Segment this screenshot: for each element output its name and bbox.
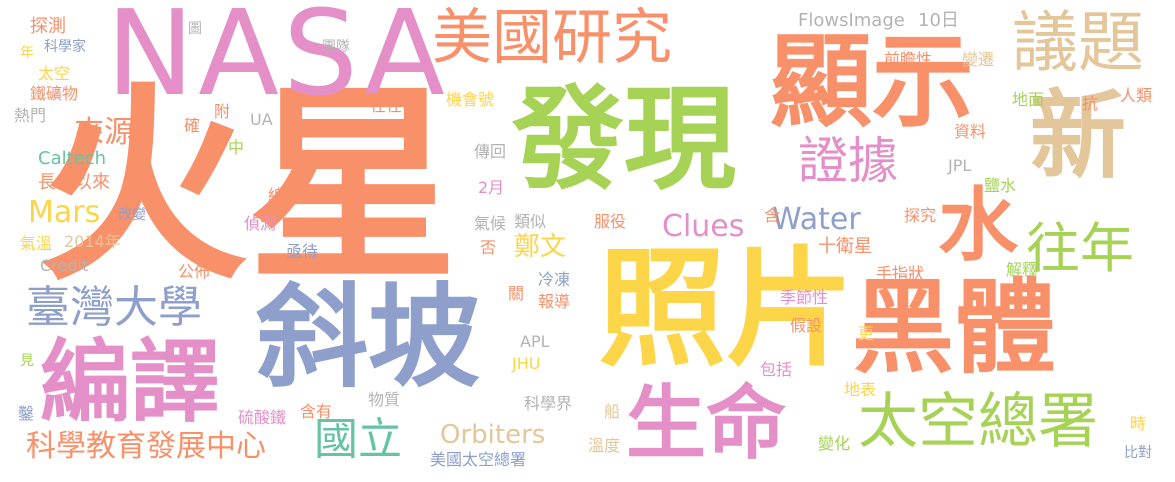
word-figure: 圖 [188,21,202,37]
word-space-agency: 太空總署 [858,387,1098,457]
word-air-temp: 氣溫 [20,234,53,253]
word-temperature: 溫度 [588,436,621,455]
word-2014: 2014年 [64,232,121,251]
word-vicissitude: 變遷 [962,50,995,69]
word-detect: 偵測 [244,214,277,233]
word-iron-mineral: 鐵礦物 [30,84,79,103]
word-related: 關 [508,284,525,303]
word-scientist: 科學家 [44,39,86,55]
word-attach: 附 [214,102,231,121]
word-middle: 中 [228,138,245,157]
word-source: 來源 [74,115,134,150]
word-data: 資料 [954,122,987,141]
word-contain: 含 [764,206,781,225]
word-contains: 含有 [300,402,333,421]
word-us-space-agency: 美國太空總署 [430,450,527,469]
word-mars-en: Mars [28,195,101,230]
word-service: 服役 [594,212,627,231]
word-past-years: 往年 [1026,217,1134,280]
word-iron-ore: 鐵礦 [282,148,315,167]
word-long-time: 長久以來 [38,172,110,193]
word-no: 否 [480,238,497,257]
word-announce: 公佈 [178,262,211,281]
word-ground: 地面 [1012,90,1045,109]
word-compare: 比對 [1124,445,1152,461]
word-blackbody: 黑體 [852,269,1056,388]
word-discovery: 發現 [512,75,736,205]
word-climate: 氣候 [474,214,507,233]
word-frozen: 冷凍 [538,270,571,289]
word-send-back: 傳回 [474,142,507,161]
word-orbiters: Orbiters [440,420,546,450]
word-new: 新 [1030,80,1126,192]
word-confirm: 確 [184,116,201,135]
word-report: 報導 [538,292,571,311]
word-include: 包括 [760,360,793,379]
word-time: 時 [1130,414,1147,433]
word-science-community: 科學界 [524,394,573,413]
word-explore: 探測 [30,16,66,37]
word-finger-shaped: 手指狀 [876,264,925,283]
word-credit: Credit [40,256,89,275]
word-explain: 解釋 [1006,260,1039,279]
word-everywhere: 在在 [370,96,403,115]
word-sci-edu-center: 科學教育發展中心 [26,429,266,464]
word-topic: 議題 [1012,4,1144,81]
word-water-en: Water [772,202,861,237]
word-clues: Clues [662,209,745,244]
word-space: 太空 [38,64,71,83]
word-slope: 斜坡 [256,273,480,403]
word-us-research: 美國研究 [432,3,672,73]
word-chisel: 鑿 [18,404,35,423]
word-ten-satellite: 十衛星 [818,236,872,257]
word-jhu: JHU [512,354,541,373]
word-variation: 變化 [818,434,851,453]
word-water-zh: 水 [938,179,1018,272]
word-humans: 人類 [1120,86,1153,105]
word-flowsimage: FlowsImage [798,10,905,31]
word-matter: 物質 [368,390,401,409]
word-forward-looking: 前瞻性 [884,50,933,69]
word-resist: 抗 [1082,94,1099,113]
word-clue: 線索 [268,186,301,205]
word-urgent: 亟待 [286,242,319,261]
word-zheng-wen: 鄭文 [514,232,567,262]
word-year: 年 [20,45,34,61]
word-similar: 類似 [514,212,547,231]
word-photo: 照片 [598,235,855,384]
word-surface: 地表 [844,380,877,399]
word-more: 更 [858,324,875,343]
word-translate: 編譯 [40,330,220,435]
word-popular: 熱門 [14,106,47,125]
word-show: 顯示 [770,23,974,142]
word-10th: 10日 [918,10,959,31]
word-hypothesis: 假設 [790,316,823,335]
word-ship: 船 [604,402,621,421]
word-apl: APL [520,332,550,351]
word-mars-zh: 火星 [38,64,459,309]
word-see: 見 [20,353,34,369]
word-jpl: JPL [948,156,972,175]
word-iron-sulfate: 硫酸鐵 [238,408,287,427]
word-national: 國立 [314,414,402,465]
word-research: 探究 [904,206,937,225]
word-february: 2月 [478,178,505,197]
word-brine: 鹽水 [984,176,1017,195]
word-nasa: NASA [106,0,449,122]
word-evidence: 證據 [798,132,898,190]
word-change: 改變 [118,207,146,223]
word-life: 生命 [626,377,786,470]
word-caltech: Caltech [38,148,107,169]
word-seasonal: 季節性 [780,288,829,307]
word-team: 團隊 [322,39,350,55]
word-ntu: 臺灣大學 [26,282,202,333]
word-opportunity: 機會號 [446,90,495,109]
word-ua: UA [250,110,273,129]
